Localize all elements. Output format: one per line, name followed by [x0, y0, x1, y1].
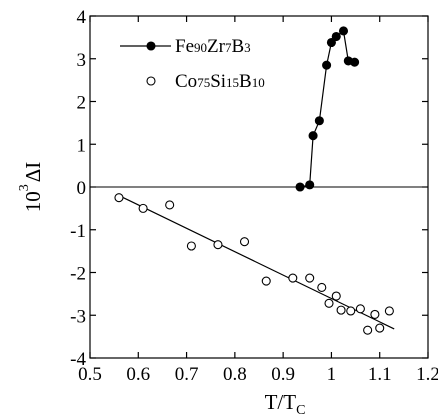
data-point	[363, 325, 373, 335]
legend-marker	[146, 76, 156, 86]
data-point	[355, 304, 365, 314]
plot-frame	[89, 15, 429, 359]
data-point	[336, 305, 346, 315]
series-layer	[114, 26, 395, 335]
data-point	[288, 273, 298, 283]
data-point	[346, 306, 356, 316]
y-tick-label: 0	[77, 178, 87, 199]
series-line	[299, 29, 355, 188]
data-point	[370, 309, 380, 319]
data-point	[305, 273, 315, 283]
data-point	[331, 291, 341, 301]
x-tick-label: 0.8	[223, 364, 247, 385]
data-point	[338, 26, 349, 36]
legend-marker	[146, 41, 156, 51]
data-point	[138, 203, 148, 213]
y-tick-label: 4	[77, 7, 87, 28]
data-point	[322, 60, 332, 70]
axes: 0.5 0.6 0.7 0.8 0.9 1 1.1 1.2 4 3 2 1 0 -1 -2 -3 -4	[70, 7, 438, 385]
data-point	[331, 31, 341, 42]
data-point	[324, 298, 334, 308]
series-2	[114, 193, 395, 335]
data-point	[308, 131, 318, 141]
data-point	[384, 306, 394, 316]
x-axis-label: T/TC	[265, 390, 306, 418]
data-point	[186, 241, 196, 251]
series-1	[295, 26, 360, 192]
data-point	[261, 276, 271, 286]
data-point	[375, 323, 385, 333]
y-tick-label: 1	[77, 135, 87, 156]
data-point	[295, 182, 305, 192]
y-tick-label: 3	[77, 50, 87, 71]
data-point	[213, 240, 223, 250]
y-tick-label: -2	[70, 264, 86, 285]
legend: Fe90Zr7B3 Co75Si15B10	[120, 36, 265, 92]
x-tick-label: 1	[327, 364, 337, 385]
data-point	[326, 37, 336, 48]
data-point	[239, 237, 250, 247]
x-tick-label: 1.2	[416, 364, 438, 385]
y-axis-label: 103ΔI	[17, 162, 45, 213]
x-tick-label: 0.9	[271, 364, 295, 385]
legend-label: Fe90Zr7B3	[175, 36, 251, 57]
y-tick-label: -4	[70, 349, 86, 370]
y-tick-label: 2	[77, 93, 87, 114]
data-point	[350, 57, 360, 67]
legend-label: Co75Si15B10	[175, 71, 265, 92]
data-point	[165, 200, 175, 210]
data-point	[114, 193, 124, 203]
x-tick-label: 1.1	[368, 364, 392, 385]
x-tick-label: 0.5	[78, 364, 102, 385]
legend-entry-2: Co75Si15B10	[146, 71, 265, 92]
axis-labels: T/TC 103ΔI	[17, 162, 305, 418]
y-tick-label: -1	[70, 221, 86, 242]
x-tick-label: 0.6	[126, 364, 150, 385]
data-point	[305, 180, 315, 190]
fit-line	[118, 195, 395, 330]
y-tick-label: -3	[70, 306, 86, 327]
x-tick-label: 0.7	[175, 364, 199, 385]
legend-entry-1: Fe90Zr7B3	[120, 36, 251, 57]
data-point	[314, 116, 324, 126]
data-point	[317, 282, 327, 293]
